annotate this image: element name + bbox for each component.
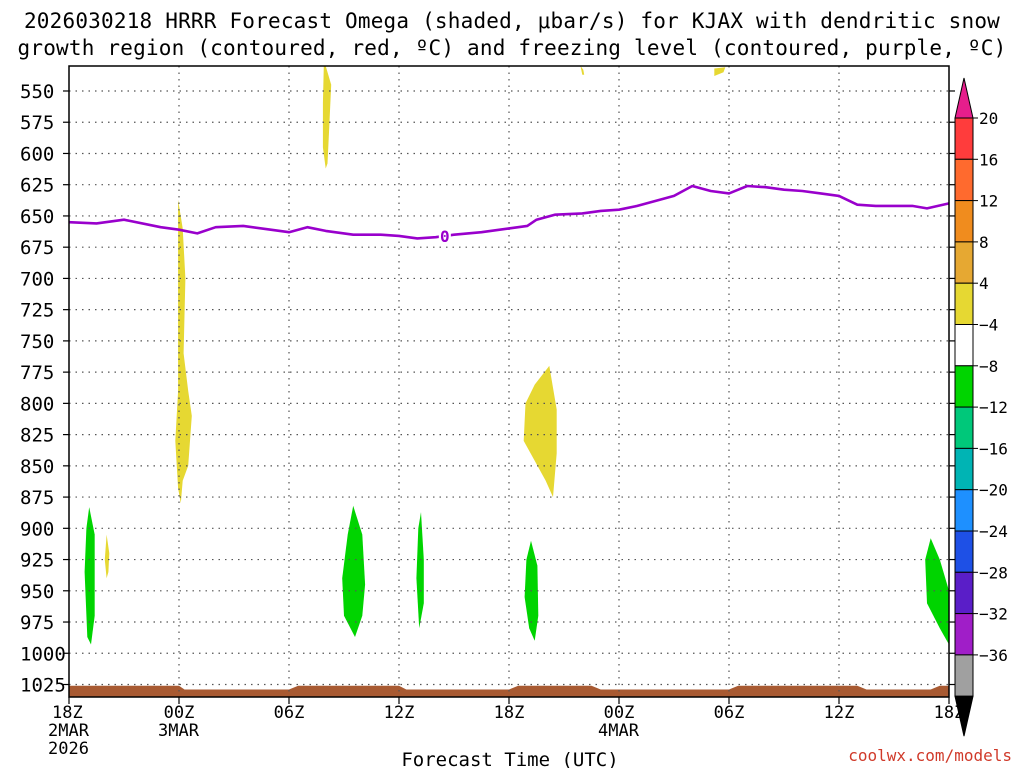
y-tick-label-750: 750: [20, 331, 54, 353]
freezing-level-contour: 0: [68, 184, 950, 246]
colorbar-swatch-0: [954, 117, 974, 160]
freezing-level-label-bg: [438, 226, 451, 244]
colorbar-label-5: −4: [979, 316, 998, 335]
freezing-level-line: [68, 184, 950, 240]
colorbar-swatch-9: [954, 489, 974, 532]
colorbar-label-10: −24: [979, 522, 1008, 541]
plot-gridlines: [69, 66, 949, 697]
y-tick-label-975: 975: [20, 612, 54, 634]
colorbar-label-9: −20: [979, 481, 1008, 500]
y-tick-label-850: 850: [20, 456, 54, 478]
y-tick-label-825: 825: [20, 425, 54, 447]
colorbar: 20 16 12 8 4 −4 −8 −12 −16 −20 −24 −28 −32 −36: [954, 77, 1008, 737]
y-tick-label-925: 925: [20, 550, 54, 572]
freezing-level-label: 0: [440, 227, 450, 246]
omega-region-10: [925, 538, 949, 645]
colorbar-bottom-arrow: [954, 695, 974, 737]
colorbar-label-4: 4: [979, 274, 989, 293]
x-tick-year-0: 2026: [48, 739, 89, 759]
omega-shaded-regions: [84, 66, 949, 645]
colorbar-label-8: −16: [979, 439, 1008, 458]
x-tick-label-30: 00Z: [604, 703, 635, 723]
omega-region-7: [342, 505, 366, 637]
colorbar-swatch-8: [954, 447, 974, 491]
y-tick-label-550: 550: [20, 81, 54, 103]
x-tick-label-0: 18Z: [52, 703, 83, 723]
x-tick-label-12: 06Z: [274, 703, 305, 723]
chart-title-line-1: 2026030218 HRRR Forecast Omega (shaded, …: [23, 9, 1001, 33]
colorbar-swatch-11: [954, 571, 974, 615]
colorbar-swatch-1: [954, 158, 974, 202]
y-tick-label-575: 575: [20, 112, 54, 134]
y-tick-label-800: 800: [20, 393, 54, 415]
y-tick-label-875: 875: [20, 487, 54, 509]
y-tick-label-650: 650: [20, 206, 54, 228]
y-tick-label-675: 675: [20, 237, 54, 259]
source-url: coolwx.com/models: [848, 746, 1012, 765]
colorbar-swatch-12: [954, 613, 974, 656]
y-tick-label-700: 700: [20, 268, 54, 290]
plot-border: [68, 65, 950, 698]
colorbar-swatch-6: [954, 365, 974, 408]
omega-region-2: [714, 67, 726, 76]
y-tick-label-775: 775: [20, 362, 54, 384]
x-tick-label-48: 18Z: [934, 703, 965, 723]
colorbar-label-1: 16: [979, 150, 998, 169]
colorbar-swatch-3: [954, 241, 974, 284]
colorbar-swatch-4: [954, 282, 974, 326]
x-tick-label-24: 18Z: [494, 703, 525, 723]
plot-frame: [68, 65, 950, 698]
omega-region-4: [523, 365, 557, 498]
y-tick-label-725: 725: [20, 300, 54, 322]
colorbar-swatch-7: [954, 406, 974, 449]
y-tick-label-900: 900: [20, 518, 54, 540]
colorbar-label-13: −36: [979, 646, 1008, 665]
colorbar-swatch-10: [954, 530, 974, 573]
y-tick-label-950: 950: [20, 581, 54, 603]
colorbar-swatch-2: [954, 200, 974, 243]
y-tick-label-1025: 1025: [20, 675, 66, 697]
y-axis: 550 575 600 625 650 675 700 725 750 775 800 825 850 8…: [20, 81, 955, 697]
chart-title: 2026030218 HRRR Forecast Omega (shaded, …: [0, 8, 1024, 62]
colorbar-label-0: 20: [979, 109, 998, 128]
y-tick-label-625: 625: [20, 175, 54, 197]
y-tick-label-1000: 1000: [20, 643, 66, 665]
chart-title-line-2: growth region (contoured, red, ºC) and f…: [17, 36, 1007, 60]
omega-region-0: [322, 66, 332, 169]
x-tick-date-6: 3MAR: [158, 721, 200, 741]
x-axis-label: Forecast Time (UTC): [401, 749, 618, 768]
x-tick-date-30: 4MAR: [598, 721, 640, 741]
omega-region-3: [175, 199, 192, 504]
x-tick-date-0: 2MAR: [48, 721, 90, 741]
colorbar-label-6: −8: [979, 357, 998, 376]
colorbar-label-12: −32: [979, 605, 1008, 624]
colorbar-label-3: 8: [979, 233, 989, 252]
colorbar-label-7: −12: [979, 398, 1008, 417]
omega-region-1: [580, 66, 585, 75]
colorbar-label-11: −28: [979, 563, 1008, 582]
x-tick-label-36: 06Z: [714, 703, 745, 723]
omega-region-5: [104, 534, 110, 579]
x-tick-label-18: 12Z: [384, 703, 415, 723]
colorbar-top-arrow: [954, 77, 974, 119]
y-tick-label-600: 600: [20, 143, 54, 165]
x-tick-label-42: 12Z: [824, 703, 855, 723]
x-tick-label-6: 00Z: [164, 703, 195, 723]
colorbar-swatch-13: [954, 654, 974, 697]
omega-region-8: [416, 512, 424, 629]
colorbar-label-2: 12: [979, 192, 998, 211]
colorbar-swatch-5: [954, 324, 974, 367]
omega-region-6: [84, 507, 95, 645]
